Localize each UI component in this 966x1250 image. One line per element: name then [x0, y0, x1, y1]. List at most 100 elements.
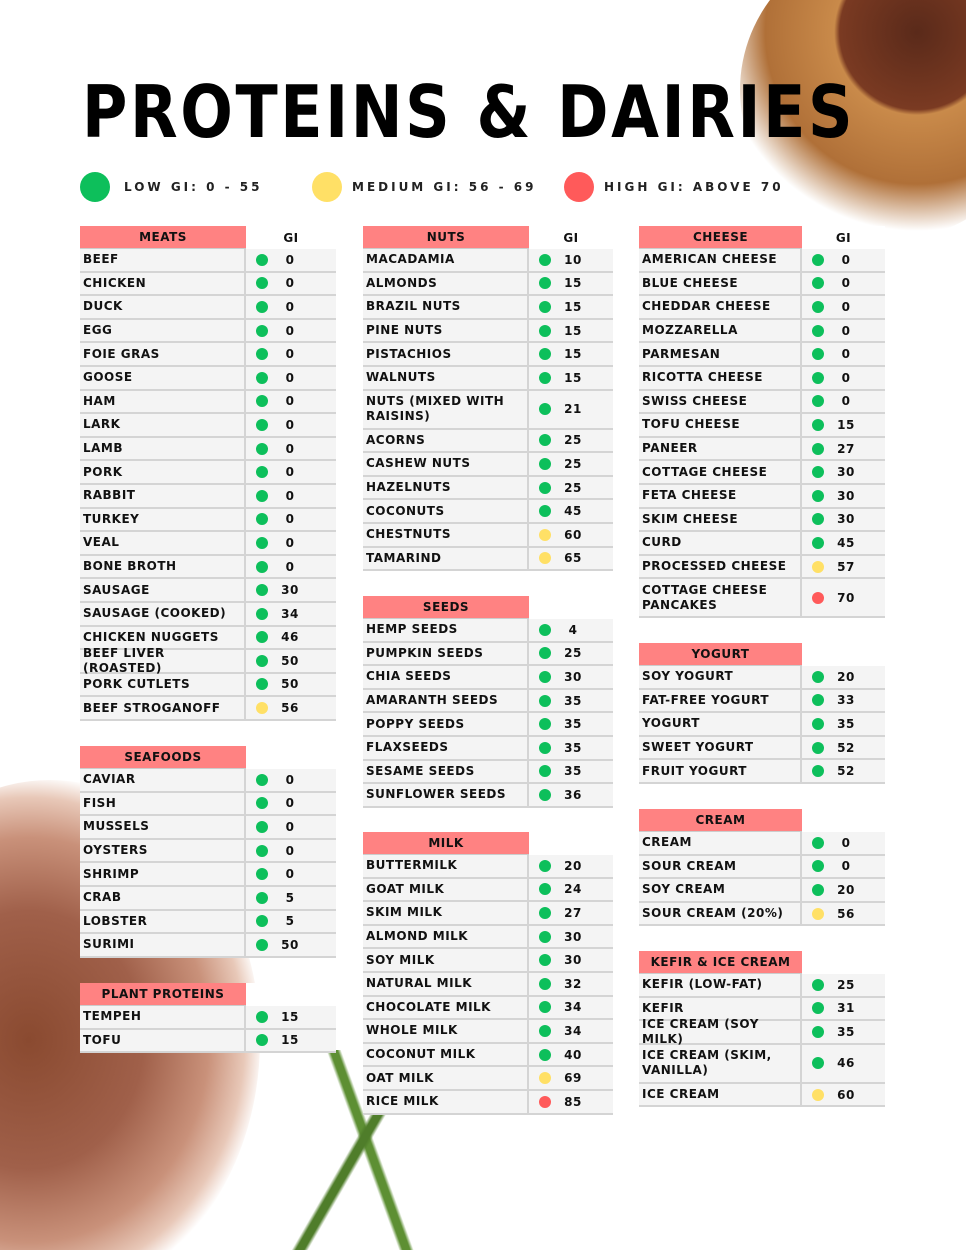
food-name: PINE NUTS	[363, 319, 529, 342]
food-name: RICE MILK	[363, 1090, 529, 1113]
table-row: COTTAGE CHEESE 30	[639, 461, 885, 485]
table-row: LARK 0	[80, 414, 336, 438]
gi-value: 34	[281, 606, 299, 621]
gi-value: 0	[285, 394, 295, 409]
gi-value: 0	[285, 252, 295, 267]
legend-low: LOW GI: 0 - 55	[80, 172, 263, 202]
table-row: TAMARIND 65	[363, 547, 613, 572]
low-gi-dot-icon	[539, 977, 551, 990]
table-row: COCONUTS 45	[363, 500, 613, 524]
gi-value: 15	[564, 370, 582, 385]
gi-value: 0	[841, 323, 851, 338]
table-row: OAT MILK 69	[363, 1067, 613, 1091]
table-row: BLUE CHEESE 0	[639, 272, 885, 297]
section-title: KEFIR & ICE CREAM	[639, 951, 802, 974]
table-row: RICE MILK 85	[363, 1090, 613, 1115]
table-row: COCONUT MILK 40	[363, 1043, 613, 1068]
gi-cell: 15	[529, 367, 613, 389]
low-gi-dot-icon	[256, 915, 268, 928]
gi-column-header	[802, 951, 885, 974]
food-name: FETA CHEESE	[639, 484, 802, 507]
page-title: PROTEINS & DAIRIES	[82, 70, 856, 154]
low-gi-dot-icon	[812, 694, 824, 707]
gi-value: 0	[285, 347, 295, 362]
table-row: TURKEY 0	[80, 508, 336, 533]
low-gi-dot-icon	[539, 859, 551, 872]
gi-value: 0	[285, 370, 295, 385]
gi-cell: 0	[246, 556, 336, 578]
food-name: BEEF	[80, 249, 246, 271]
low-gi-dot-icon	[812, 300, 824, 313]
gi-value: 85	[564, 1094, 582, 1109]
low-gi-dot-icon	[256, 773, 268, 786]
gi-value: 0	[285, 417, 295, 432]
table-row: DUCK 0	[80, 296, 336, 320]
table-header: SEEDS	[363, 596, 613, 619]
food-name: CHEDDAR CHEESE	[639, 296, 802, 318]
legend-high: HIGH GI: ABOVE 70	[564, 172, 784, 202]
gi-value: 35	[564, 764, 582, 779]
gi-cell: 0	[246, 438, 336, 460]
food-name: SOY YOGURT	[639, 666, 802, 688]
food-name: BONE BROTH	[80, 555, 246, 578]
food-name: YOGURT	[639, 713, 802, 735]
table-row: NATURAL MILK 32	[363, 972, 613, 997]
gi-value: 0	[285, 867, 295, 882]
food-name: PISTACHIOS	[363, 343, 529, 365]
food-name: FOIE GRAS	[80, 343, 246, 365]
gi-cell: 15	[529, 320, 613, 342]
gi-value: 15	[564, 347, 582, 362]
gi-value: 0	[285, 819, 295, 834]
food-name: NUTS (MIXED WITH RAISINS)	[363, 390, 529, 428]
low-gi-dot-icon	[256, 536, 268, 549]
low-gi-dot-icon	[539, 930, 551, 943]
gi-value: 27	[837, 441, 855, 456]
medium-gi-dot-icon	[539, 552, 551, 565]
low-gi-dot-icon	[812, 489, 824, 502]
table-cheese: CHEESE GI AMERICAN CHEESE 0 BLUE CHEESE 0 CHED…	[639, 226, 885, 619]
table-row: SAUSAGE 30	[80, 579, 336, 603]
table-row: VEAL 0	[80, 532, 336, 556]
gi-column-header	[802, 809, 885, 832]
table-row: PORK 0	[80, 461, 336, 485]
table-row: WHOLE MILK 34	[363, 1020, 613, 1044]
table-row: YOGURT 35	[639, 713, 885, 737]
table-row: RICOTTA CHEESE 0	[639, 366, 885, 391]
gi-cell: 15	[529, 296, 613, 318]
table-row: CHEDDAR CHEESE 0	[639, 296, 885, 320]
gi-cell: 57	[802, 556, 885, 578]
medium-gi-dot-icon	[539, 1072, 551, 1085]
low-gi-dot-icon	[539, 348, 551, 361]
low-gi-dot-icon	[539, 883, 551, 896]
gi-cell: 52	[802, 760, 885, 782]
gi-cell: 30	[802, 509, 885, 531]
low-gi-dot-icon	[539, 457, 551, 470]
low-gi-dot-icon	[539, 954, 551, 967]
gi-cell: 36	[529, 784, 613, 806]
low-gi-dot-icon	[539, 300, 551, 313]
gi-value: 27	[564, 905, 582, 920]
table-header: NUTS GI	[363, 226, 613, 249]
food-name: TAMARIND	[363, 547, 529, 570]
food-name: FAT-FREE YOGURT	[639, 689, 802, 712]
gi-cell: 30	[529, 949, 613, 971]
gi-value: 30	[837, 465, 855, 480]
food-name: CHOCOLATE MILK	[363, 996, 529, 1019]
gi-value: 15	[281, 1009, 299, 1024]
table-row: CAVIAR 0	[80, 769, 336, 793]
food-name: PORK CUTLETS	[80, 673, 246, 696]
low-gi-dot-icon	[256, 395, 268, 408]
section-title: CHEESE	[639, 226, 802, 249]
table-row: CHESTNUTS 60	[363, 523, 613, 548]
table-row: FISH 0	[80, 792, 336, 817]
gi-cell: 46	[802, 1045, 885, 1082]
high-gi-dot-icon	[812, 591, 824, 604]
food-name: CHICKEN NUGGETS	[80, 626, 246, 649]
low-gi-dot-icon	[256, 253, 268, 266]
table-row: MACADAMIA 10	[363, 249, 613, 273]
section-title: CREAM	[639, 809, 802, 832]
table-row: AMERICAN CHEESE 0	[639, 249, 885, 273]
low-gi-dot-icon	[256, 348, 268, 361]
gi-cell: 85	[529, 1091, 613, 1113]
legend-medium: MEDIUM GI: 56 - 69	[312, 172, 536, 202]
